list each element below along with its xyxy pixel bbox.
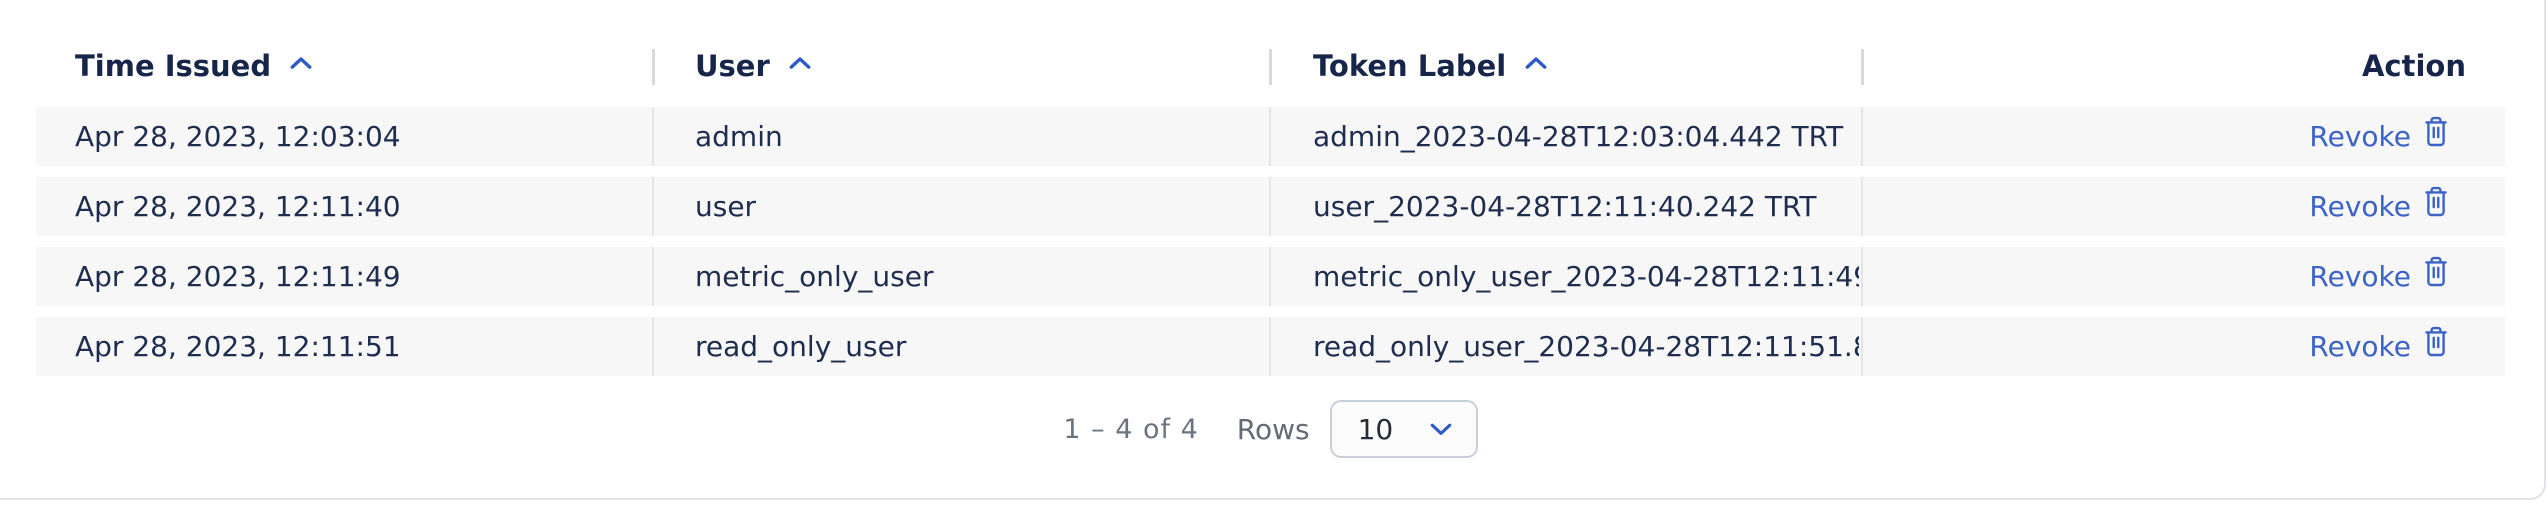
column-header-token-label[interactable]: Token Label <box>1313 40 1551 92</box>
column-header-user[interactable]: User <box>695 40 815 92</box>
pagination-bar: 1 – 4 of 4 Rows 10 <box>36 394 2505 464</box>
chevron-up-icon <box>785 49 815 86</box>
column-header-label: User <box>695 49 770 83</box>
action-cell: Revoke <box>2309 107 2452 166</box>
revoke-label: Revoke <box>2309 190 2411 223</box>
column-header-time-issued[interactable]: Time Issued <box>75 40 316 92</box>
user-cell: admin <box>695 120 783 153</box>
column-divider <box>1861 49 1864 85</box>
token-label-cell: read_only_user_2023-04-28T12:11:51.819 <box>1313 330 1859 363</box>
table-row: Apr 28, 2023, 12:11:40 user user_2023-04… <box>36 177 2505 236</box>
column-divider <box>1861 107 1863 166</box>
user-cell: read_only_user <box>695 330 907 363</box>
trash-icon <box>2420 115 2452 158</box>
user-cell: metric_only_user <box>695 260 934 293</box>
column-divider <box>1269 107 1271 166</box>
column-divider <box>652 177 654 236</box>
action-cell: Revoke <box>2309 317 2452 376</box>
token-label-cell: user_2023-04-28T12:11:40.242 TRT <box>1313 190 1817 223</box>
column-divider <box>1861 177 1863 236</box>
rows-per-page-select[interactable]: 10 <box>1329 400 1478 458</box>
token-label-cell: metric_only_user_2023-04-28T12:11:49.08 <box>1313 260 1859 293</box>
revoke-button[interactable]: Revoke <box>2309 115 2452 158</box>
column-header-label: Token Label <box>1313 49 1507 83</box>
revoke-button[interactable]: Revoke <box>2309 325 2452 368</box>
column-divider <box>1861 317 1863 376</box>
column-divider <box>1861 247 1863 306</box>
table-row: Apr 28, 2023, 12:11:49 metric_only_user … <box>36 247 2505 306</box>
revoke-label: Revoke <box>2309 120 2411 153</box>
action-cell: Revoke <box>2309 247 2452 306</box>
revoke-label: Revoke <box>2309 260 2411 293</box>
column-divider <box>1269 49 1272 85</box>
column-header-label: Action <box>2361 49 2466 83</box>
column-divider <box>652 247 654 306</box>
time-issued-cell: Apr 28, 2023, 12:11:49 <box>75 260 401 293</box>
column-divider <box>652 107 654 166</box>
time-issued-cell: Apr 28, 2023, 12:11:51 <box>75 330 401 363</box>
revoke-button[interactable]: Revoke <box>2309 185 2452 228</box>
column-header-label: Time Issued <box>75 49 272 83</box>
table-row: Apr 28, 2023, 12:03:04 admin admin_2023-… <box>36 107 2505 166</box>
chevron-up-icon <box>286 49 316 86</box>
chevron-up-icon <box>1521 49 1551 86</box>
rows-per-page-value: 10 <box>1357 412 1394 446</box>
trash-icon <box>2420 255 2452 298</box>
action-cell: Revoke <box>2309 177 2452 236</box>
column-divider <box>652 49 655 85</box>
trash-icon <box>2420 325 2452 368</box>
user-cell: user <box>695 190 757 223</box>
column-divider <box>1269 177 1271 236</box>
column-divider <box>652 317 654 376</box>
rows-per-page-label: Rows <box>1236 412 1310 446</box>
token-label-cell: admin_2023-04-28T12:03:04.442 TRT <box>1313 120 1844 153</box>
pagination-range: 1 – 4 of 4 <box>1063 413 1199 445</box>
column-divider <box>1269 247 1271 306</box>
table-row: Apr 28, 2023, 12:11:51 read_only_user re… <box>36 317 2505 376</box>
column-divider <box>1269 317 1271 376</box>
time-issued-cell: Apr 28, 2023, 12:03:04 <box>75 120 401 153</box>
trash-icon <box>2420 185 2452 228</box>
table-header: Time Issued User Token Label Action <box>36 40 2505 92</box>
column-header-action: Action <box>2362 40 2466 92</box>
time-issued-cell: Apr 28, 2023, 12:11:40 <box>75 190 401 223</box>
revoke-button[interactable]: Revoke <box>2309 255 2452 298</box>
revoke-label: Revoke <box>2309 330 2411 363</box>
chevron-down-icon <box>1426 414 1456 448</box>
